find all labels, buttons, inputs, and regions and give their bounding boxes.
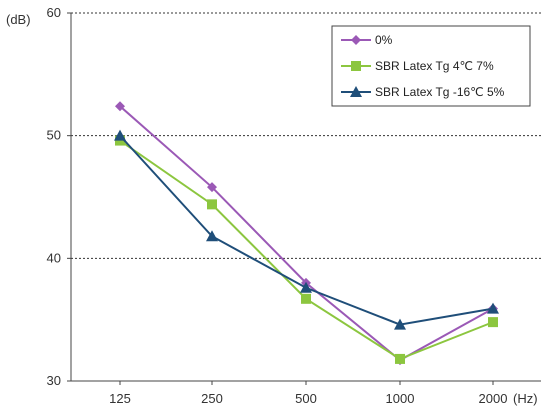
x-axis-unit-label: (Hz) (513, 391, 538, 406)
data-point (206, 230, 218, 242)
y-tick-label: 50 (47, 128, 61, 143)
data-point (394, 318, 406, 330)
series-line (119, 105, 494, 362)
y-tick-label: 40 (47, 250, 61, 265)
data-point (207, 199, 217, 210)
x-tick-label: 125 (109, 391, 131, 406)
legend-swatch-marker (351, 35, 361, 45)
y-tick-label: 60 (47, 5, 61, 20)
data-point (488, 317, 498, 328)
x-tick-label: 2000 (479, 391, 508, 406)
data-series (114, 101, 499, 366)
legend-swatch-marker (351, 61, 361, 71)
data-point (395, 353, 405, 364)
x-tick-label: 1000 (386, 391, 415, 406)
series-2 (115, 135, 498, 364)
legend: 0% SBR Latex Tg 4℃ 7% SBR Latex Tg -16℃ 5% (331, 25, 531, 107)
y-tick-label: 30 (47, 373, 61, 388)
axes (67, 12, 541, 385)
x-tick-label: 250 (201, 391, 223, 406)
series-line (119, 139, 494, 361)
legend-label: SBR Latex Tg 4℃ 7% (375, 59, 494, 73)
data-point (114, 129, 126, 141)
data-point (300, 281, 312, 293)
legend-swatch-marker (350, 86, 362, 97)
legend-label: 0% (375, 33, 393, 47)
data-point (207, 182, 217, 193)
tick-labels: 30 40 50 60 125 250 500 1000 2000 (47, 5, 508, 406)
x-tick-label: 500 (295, 391, 317, 406)
data-point (301, 293, 311, 304)
legend-label: SBR Latex Tg -16℃ 5% (375, 85, 505, 99)
legend-item: SBR Latex Tg -16℃ 5% (341, 85, 505, 99)
series-3 (114, 129, 499, 330)
legend-item: 0% (341, 33, 393, 47)
series-1 (115, 101, 498, 366)
y-axis-unit-label: (dB) (6, 12, 31, 27)
data-point (115, 101, 125, 112)
legend-item: SBR Latex Tg 4℃ 7% (341, 59, 494, 73)
data-point (487, 302, 499, 314)
